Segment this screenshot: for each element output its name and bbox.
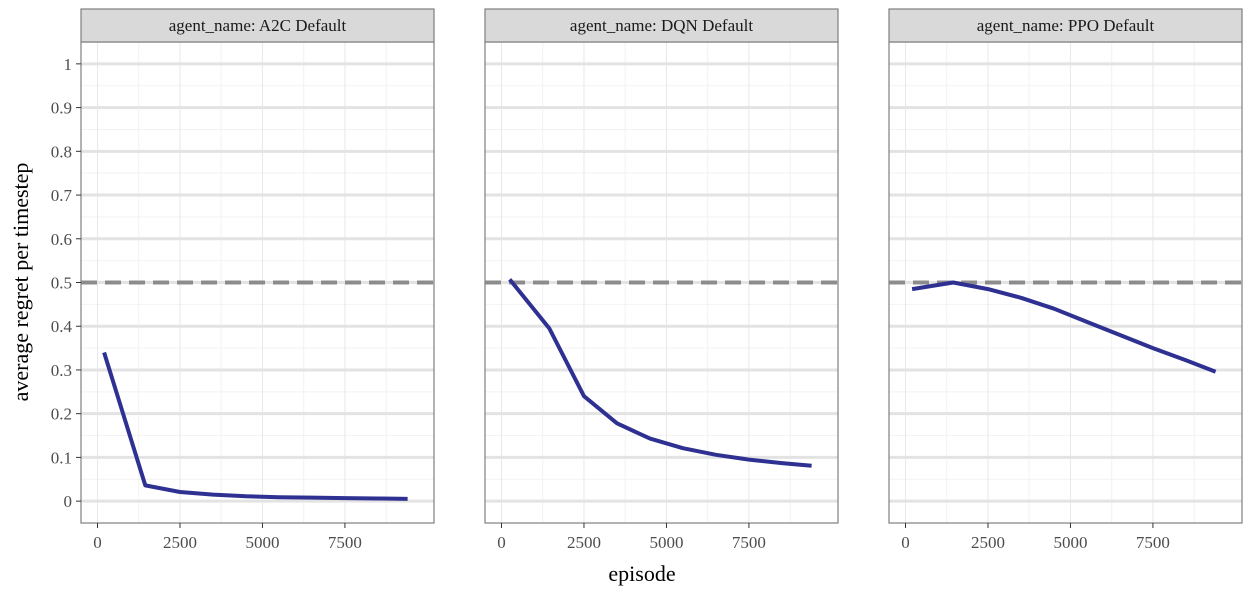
facet-panel: agent_name: DQN Default 0 2500 5000 7500 [484, 8, 839, 552]
x-axis-title: episode [608, 561, 675, 586]
facet-strip-label: agent_name: DQN Default [570, 16, 753, 35]
x-tick-label: 0 [93, 533, 102, 552]
y-tick-label: 0.6 [51, 230, 72, 249]
x-tick-label: 5000 [1053, 533, 1087, 552]
y-axis-title: average regret per timestep [8, 163, 33, 402]
series-line-a2c-default [102, 351, 408, 501]
facet-panel: agent_name: A2C Default 0 2500 5000 7500 [80, 8, 435, 552]
x-tick-label: 2500 [567, 533, 601, 552]
y-tick-label: 0.4 [51, 317, 73, 336]
x-tick-label: 7500 [732, 533, 766, 552]
series-line-dqn-default [508, 278, 812, 468]
x-tick-label: 0 [497, 533, 506, 552]
y-tick-label: 0.5 [51, 274, 72, 293]
facet-strip [80, 8, 435, 43]
facet-panel: agent_name: PPO Default 0 2500 5000 7500 [888, 8, 1243, 552]
y-tick-label: 0.2 [51, 405, 72, 424]
y-tick-label: 0.3 [51, 361, 72, 380]
y-tick-label: 0.7 [51, 186, 73, 205]
x-tick-label: 0 [901, 533, 910, 552]
x-tick-label: 5000 [245, 533, 279, 552]
series-line-ppo-default [911, 280, 1217, 374]
y-tick-label: 0.8 [51, 142, 72, 161]
x-tick-label: 5000 [649, 533, 683, 552]
facet-strip [484, 8, 839, 43]
x-tick-label: 7500 [1136, 533, 1170, 552]
x-tick-label: 2500 [163, 533, 197, 552]
y-tick-label: 0 [64, 492, 73, 511]
y-tick-label: 1 [64, 55, 73, 74]
facet-strip-label: agent_name: A2C Default [169, 16, 347, 35]
x-tick-label: 2500 [971, 533, 1005, 552]
y-axis: 0 0.1 0.2 0.3 0.4 0.5 0.6 0.7 0.8 0.9 1 [51, 55, 81, 511]
facet-strip [888, 8, 1243, 43]
y-tick-label: 0.1 [51, 448, 72, 467]
x-tick-label: 7500 [328, 533, 362, 552]
facet-strip-label: agent_name: PPO Default [977, 16, 1155, 35]
y-tick-label: 0.9 [51, 99, 72, 118]
